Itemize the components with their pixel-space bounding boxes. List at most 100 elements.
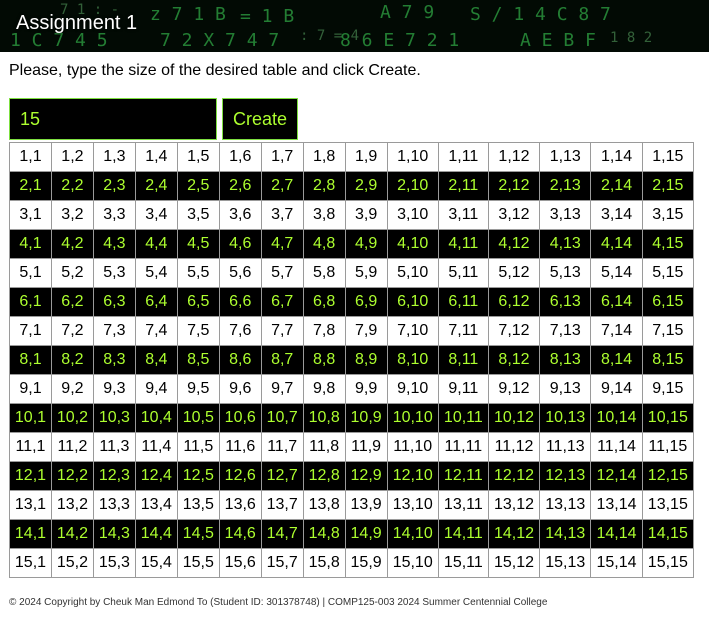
table-cell: 8,14 xyxy=(590,345,643,375)
multiplication-table: 1,1 1,2 1,3 1,4 1,5 1,6 1,7 1,8 1,9 1,10 1,11 1,12 1… xyxy=(9,142,695,578)
table-cell: 10,12 xyxy=(487,403,541,433)
table-row: 4,1 4,2 4,3 4,4 4,5 4,6 4,7 4,8 4,9 4,10 4,11 4,12 4… xyxy=(9,229,695,259)
table-row: 6,1 6,2 6,3 6,4 6,5 6,6 6,7 6,8 6,9 6,10 6,11 6,12 6… xyxy=(9,287,695,317)
table-cell: 6,12 xyxy=(487,287,541,317)
table-cell: 12,1 xyxy=(9,461,52,491)
table-cell: 4,1 xyxy=(9,229,52,259)
table-cell: 5,6 xyxy=(218,258,262,288)
table-cell: 13,4 xyxy=(134,490,178,520)
table-cell: 4,4 xyxy=(134,229,178,259)
table-cell: 10,5 xyxy=(176,403,220,433)
table-cell: 7,12 xyxy=(487,316,541,346)
table-cell: 7,3 xyxy=(92,316,136,346)
table-cell: 14,14 xyxy=(590,519,643,549)
table-cell: 15,10 xyxy=(386,548,439,578)
table-cell: 2,7 xyxy=(260,171,304,201)
table-cell: 15,9 xyxy=(344,548,388,578)
table-row: 5,1 5,2 5,3 5,4 5,5 5,6 5,7 5,8 5,9 5,10 5,11 5,12 5… xyxy=(9,258,695,288)
table-row: 3,1 3,2 3,3 3,4 3,5 3,6 3,7 3,8 3,9 3,10 3,11 3,12 3… xyxy=(9,200,695,230)
header-banner: z 7 1 B = 1 B A 7 9 S / 1 4 C 8 7 1 C 7 … xyxy=(0,0,709,52)
table-cell: 13,15 xyxy=(641,490,695,520)
table-cell: 12,8 xyxy=(302,461,346,491)
table-cell: 4,13 xyxy=(539,229,592,259)
table-row: 13,1 13,2 13,3 13,4 13,5 13,6 13,7 13,8 13,9 13,1… xyxy=(9,490,695,520)
table-cell: 11,3 xyxy=(92,432,136,462)
table-cell: 12,9 xyxy=(344,461,388,491)
table-cell: 12,15 xyxy=(641,461,695,491)
table-cell: 8,1 xyxy=(9,345,52,375)
table-cell: 6,15 xyxy=(641,287,695,317)
table-row: 9,1 9,2 9,3 9,4 9,5 9,6 9,7 9,8 9,9 9,10 9,11 9,12 9… xyxy=(9,374,695,404)
table-cell: 8,5 xyxy=(176,345,220,375)
table-cell: 3,11 xyxy=(437,200,489,230)
table-cell: 12,13 xyxy=(539,461,592,491)
table-cell: 9,10 xyxy=(386,374,439,404)
table-cell: 13,6 xyxy=(218,490,262,520)
table-cell: 2,3 xyxy=(92,171,136,201)
table-cell: 11,6 xyxy=(218,432,262,462)
table-cell: 1,4 xyxy=(134,142,178,172)
table-cell: 7,14 xyxy=(590,316,643,346)
table-cell: 14,7 xyxy=(260,519,304,549)
table-cell: 3,3 xyxy=(92,200,136,230)
table-cell: 3,1 xyxy=(9,200,52,230)
table-cell: 10,13 xyxy=(539,403,592,433)
table-cell: 6,11 xyxy=(437,287,489,317)
table-cell: 9,3 xyxy=(92,374,136,404)
table-cell: 5,3 xyxy=(92,258,136,288)
table-cell: 3,13 xyxy=(539,200,592,230)
svg-text:1 8 2: 1 8 2 xyxy=(610,30,652,46)
create-button[interactable]: Create xyxy=(222,98,298,140)
svg-text:= 1 B: = 1 B xyxy=(240,6,294,27)
table-cell: 10,10 xyxy=(386,403,439,433)
table-cell: 5,9 xyxy=(344,258,388,288)
table-cell: 7,7 xyxy=(260,316,304,346)
table-cell: 3,9 xyxy=(344,200,388,230)
table-cell: 8,2 xyxy=(50,345,94,375)
table-row: 14,1 14,2 14,3 14,4 14,5 14,6 14,7 14,8 14,9 14,1… xyxy=(9,519,695,549)
table-cell: 12,11 xyxy=(437,461,489,491)
table-cell: 11,14 xyxy=(590,432,643,462)
table-cell: 14,8 xyxy=(302,519,346,549)
table-size-input[interactable] xyxy=(9,98,217,140)
table-cell: 2,8 xyxy=(302,171,346,201)
table-cell: 2,11 xyxy=(437,171,489,201)
table-cell: 8,10 xyxy=(386,345,439,375)
table-cell: 8,8 xyxy=(302,345,346,375)
table-cell: 9,11 xyxy=(437,374,489,404)
table-cell: 6,5 xyxy=(176,287,220,317)
table-cell: 1,9 xyxy=(344,142,388,172)
table-cell: 12,2 xyxy=(50,461,94,491)
table-cell: 1,7 xyxy=(260,142,304,172)
table-cell: 14,3 xyxy=(92,519,136,549)
table-cell: 13,2 xyxy=(50,490,94,520)
table-cell: 2,14 xyxy=(590,171,643,201)
table-cell: 11,13 xyxy=(539,432,592,462)
svg-text:7 1 : -: 7 1 : - xyxy=(60,2,119,18)
table-cell: 11,5 xyxy=(176,432,220,462)
table-cell: 11,9 xyxy=(344,432,388,462)
table-cell: 9,5 xyxy=(176,374,220,404)
table-cell: 6,1 xyxy=(9,287,52,317)
table-cell: 1,15 xyxy=(641,142,695,172)
table-cell: 13,11 xyxy=(437,490,489,520)
table-cell: 10,8 xyxy=(302,403,346,433)
table-cell: 11,1 xyxy=(9,432,52,462)
table-row: 10,1 10,2 10,3 10,4 10,5 10,6 10,7 10,8 10,9 10,1… xyxy=(9,403,695,433)
table-cell: 7,11 xyxy=(437,316,489,346)
table-cell: 14,10 xyxy=(386,519,439,549)
table-cell: 9,1 xyxy=(9,374,52,404)
table-cell: 15,5 xyxy=(176,548,220,578)
table-cell: 11,7 xyxy=(260,432,304,462)
svg-text:A 7 9: A 7 9 xyxy=(380,2,434,23)
table-cell: 8,6 xyxy=(218,345,262,375)
table-cell: 4,12 xyxy=(487,229,541,259)
table-cell: 2,15 xyxy=(641,171,695,201)
table-cell: 4,2 xyxy=(50,229,94,259)
table-cell: 14,15 xyxy=(641,519,695,549)
table-cell: 6,6 xyxy=(218,287,262,317)
table-cell: 1,1 xyxy=(9,142,52,172)
table-cell: 1,14 xyxy=(590,142,643,172)
svg-text:z 7 1 B: z 7 1 B xyxy=(150,4,226,25)
table-cell: 2,1 xyxy=(9,171,52,201)
